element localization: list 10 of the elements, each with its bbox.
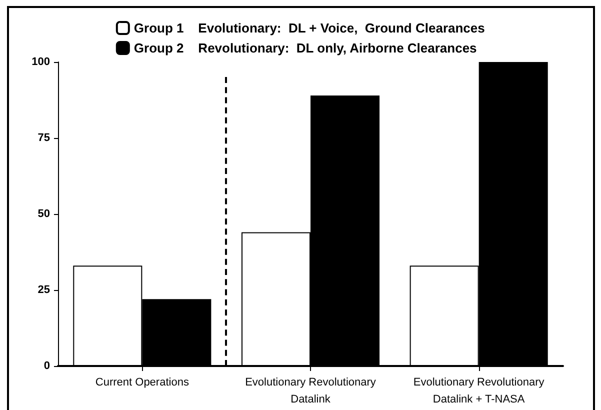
x-tick-label: Evolutionary Revolutionary Datalink + T-NASA [413, 376, 545, 406]
y-tick-label: 0 [44, 360, 50, 372]
y-tick-label: 50 [38, 208, 50, 220]
x-tick-label: Current Operations [95, 376, 190, 388]
x-tick-label: Evolutionary Revolutionary Datalink [245, 376, 376, 406]
y-tick-label: 75 [38, 132, 50, 144]
legend-label: Group 1 Evolutionary: DL + Voice, Ground Clearances [134, 20, 485, 36]
legend-label: Group 2 Revolutionary: DL only, Airborne Clearances [134, 40, 477, 56]
y-tick-label: 100 [32, 56, 50, 68]
y-tick-label: 25 [38, 284, 50, 296]
